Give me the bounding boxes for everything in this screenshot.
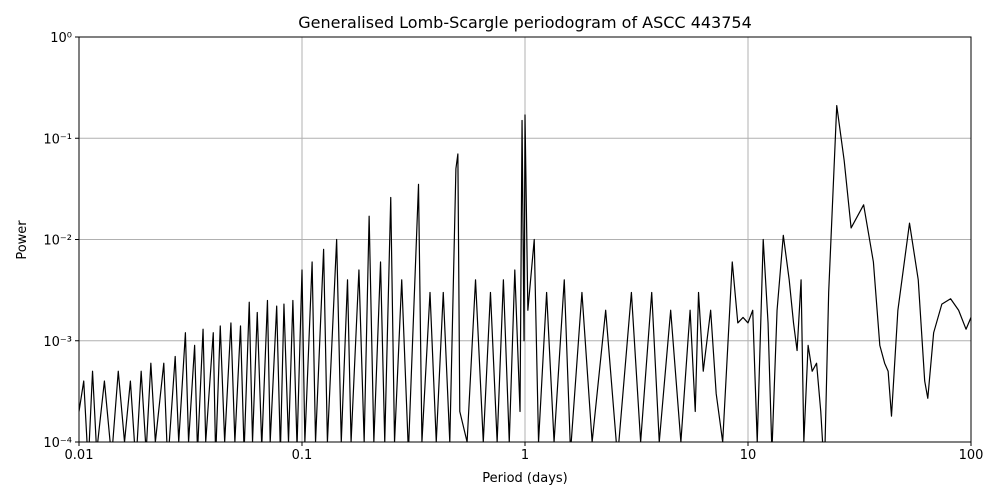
x-tick-label: 0.1 <box>292 448 313 463</box>
y-axis-label: Power <box>15 220 30 260</box>
x-tick-label: 10 <box>740 448 757 463</box>
x-tick-label: 100 <box>959 448 984 463</box>
plot-area <box>79 105 971 442</box>
y-tick-label: 10⁻⁴ <box>43 436 72 451</box>
y-tick-label: 10⁻¹ <box>43 132 72 147</box>
x-axis-label: Period (days) <box>482 471 568 486</box>
x-tick-label: 1 <box>521 448 529 463</box>
y-tick-label: 10⁰ <box>50 31 72 46</box>
x-tick-label: 0.01 <box>65 448 94 463</box>
y-tick-label: 10⁻³ <box>43 335 72 350</box>
chart-title: Generalised Lomb-Scargle periodogram of … <box>298 13 752 32</box>
y-tick-label: 10⁻² <box>43 234 72 249</box>
line-series <box>79 105 971 442</box>
